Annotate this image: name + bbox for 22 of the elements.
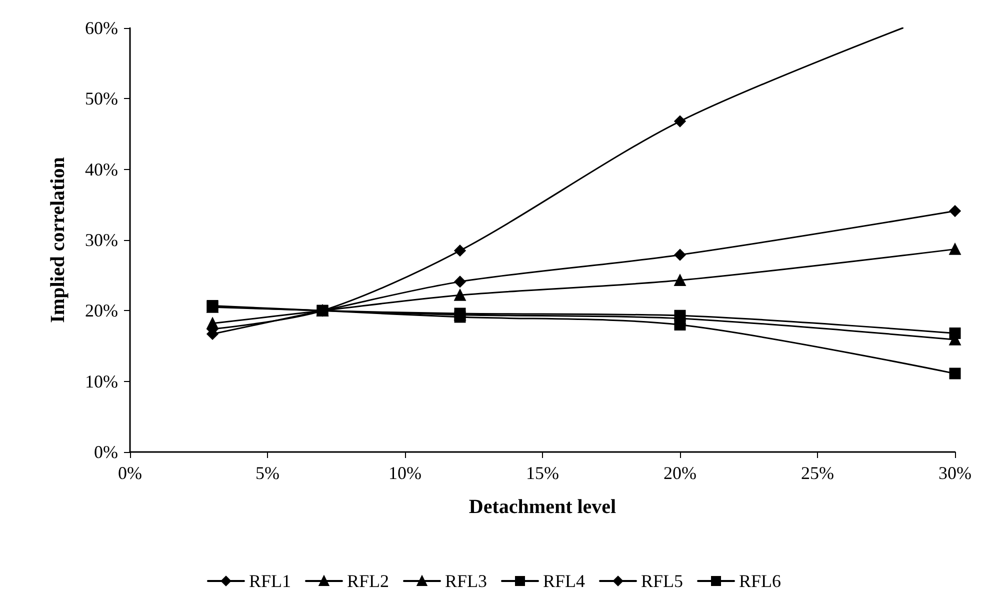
x-axis-title: Detachment level — [468, 496, 617, 518]
legend-label: RFL4 — [543, 571, 586, 591]
x-tick-label: 25% — [801, 463, 834, 483]
legend-label: RFL5 — [641, 571, 684, 591]
y-tick-label: 0% — [94, 442, 118, 462]
legend-label: RFL1 — [248, 571, 291, 591]
y-tick-label: 60% — [85, 18, 118, 38]
legend-label: RFL3 — [444, 571, 488, 591]
x-tick-label: 20% — [664, 463, 696, 483]
x-tick-label: 5% — [256, 463, 280, 483]
x-tick-label: 15% — [526, 463, 559, 483]
x-tick-label: 30% — [938, 463, 972, 483]
y-tick-label: 50% — [85, 88, 118, 109]
y-tick-label: 30% — [85, 230, 118, 250]
y-tick-label: 40% — [85, 159, 118, 180]
legend-label: RFL2 — [346, 571, 389, 591]
y-tick-label: 20% — [85, 300, 118, 321]
y-axis-title: Implied correlation — [47, 157, 69, 323]
x-tick-label: 10% — [388, 463, 422, 483]
x-tick-label: 0% — [118, 463, 142, 483]
legend-label: RFL6 — [739, 571, 782, 591]
y-tick-label: 10% — [85, 371, 118, 392]
